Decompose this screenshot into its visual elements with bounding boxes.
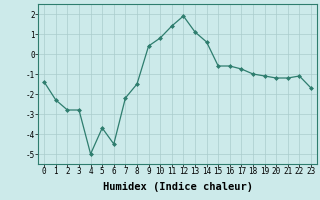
X-axis label: Humidex (Indice chaleur): Humidex (Indice chaleur) xyxy=(103,182,252,192)
